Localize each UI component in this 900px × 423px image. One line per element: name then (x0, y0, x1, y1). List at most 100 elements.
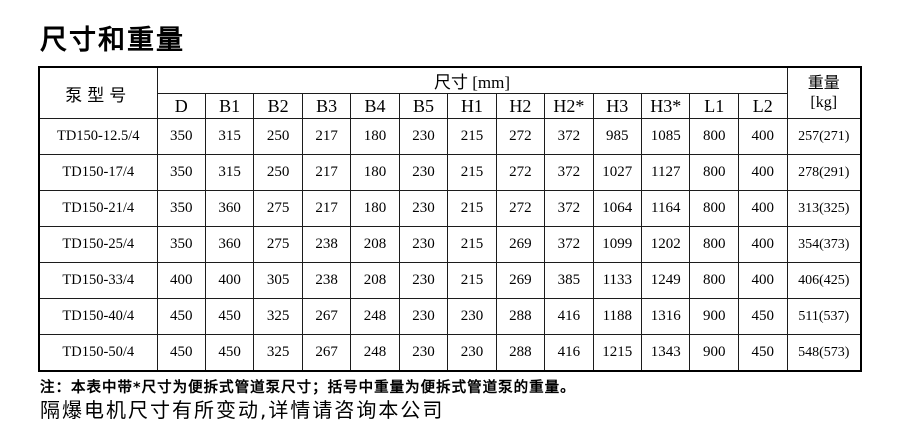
footnote-motor: 隔爆电机尺寸有所变动,详情请咨询本公司 (40, 398, 445, 422)
dim-value-cell: 416 (544, 298, 594, 335)
dim-column-header-h2s: H2* (544, 93, 594, 119)
dim-value-cell: 450 (737, 298, 788, 335)
dim-value-cell: 1064 (592, 190, 643, 227)
dim-value-cell: 1188 (592, 298, 643, 335)
dim-value-cell: 985 (592, 118, 643, 155)
dim-value-cell: 800 (689, 262, 739, 299)
dim-value-cell: 288 (495, 298, 546, 335)
dim-value-cell: 305 (253, 262, 303, 299)
dim-value-cell: 800 (689, 118, 739, 155)
weight-header-line1: 重量 (807, 74, 840, 92)
dim-value-cell: 400 (156, 262, 206, 299)
dim-value-cell: 450 (204, 334, 255, 372)
dim-value-cell: 230 (398, 226, 449, 263)
pump-model-cell: TD150-50/4 (38, 334, 158, 372)
dim-value-cell: 208 (350, 262, 400, 299)
dim-value-cell: 230 (398, 154, 449, 191)
dim-value-cell: 248 (350, 334, 400, 372)
dim-value-cell: 230 (398, 262, 449, 299)
dim-value-cell: 217 (301, 190, 352, 227)
table-row: TD150-50/4 450 450 325 267 248 230 230 2… (38, 334, 862, 372)
dim-value-cell: 372 (544, 118, 594, 155)
dim-value-cell: 350 (156, 118, 206, 155)
dim-value-cell: 400 (737, 118, 788, 155)
dim-value-cell: 900 (689, 298, 739, 335)
dim-value-cell: 400 (737, 190, 788, 227)
dim-value-cell: 288 (495, 334, 546, 372)
dim-value-cell: 269 (495, 226, 546, 263)
dim-value-cell: 215 (447, 154, 497, 191)
dim-value-cell: 267 (301, 334, 352, 372)
dim-value-cell: 267 (301, 298, 352, 335)
dim-value-cell: 800 (689, 154, 739, 191)
dim-value-cell: 900 (689, 334, 739, 372)
dim-value-cell: 800 (689, 226, 739, 263)
dim-value-cell: 350 (156, 226, 206, 263)
dim-value-cell: 215 (447, 226, 497, 263)
dim-value-cell: 315 (204, 118, 255, 155)
dim-value-cell: 275 (253, 226, 303, 263)
dim-value-cell: 230 (447, 334, 497, 372)
dim-value-cell: 217 (301, 118, 352, 155)
dim-value-cell: 217 (301, 154, 352, 191)
dim-value-cell: 250 (253, 154, 303, 191)
dim-value-cell: 372 (544, 154, 594, 191)
dim-value-cell: 230 (398, 118, 449, 155)
dim-value-cell: 180 (350, 118, 400, 155)
dim-value-cell: 269 (495, 262, 546, 299)
weight-cell: 257(271) (786, 118, 862, 155)
weight-cell: 278(291) (786, 154, 862, 191)
dim-value-cell: 250 (253, 118, 303, 155)
dim-value-cell: 400 (737, 154, 788, 191)
table-row: TD150-40/4 450 450 325 267 248 230 230 2… (38, 298, 862, 335)
dim-column-header-l2: L2 (737, 93, 788, 119)
dim-value-cell: 1316 (641, 298, 691, 335)
page-title: 尺寸和重量 (40, 25, 185, 56)
dim-value-cell: 325 (253, 334, 303, 372)
dim-value-cell: 272 (495, 154, 546, 191)
dim-column-header-h1: H1 (447, 93, 497, 119)
weight-cell: 406(425) (786, 262, 862, 299)
dim-value-cell: 180 (350, 190, 400, 227)
dim-value-cell: 180 (350, 154, 400, 191)
dim-value-cell: 350 (156, 154, 206, 191)
dim-value-cell: 272 (495, 190, 546, 227)
dim-value-cell: 1215 (592, 334, 643, 372)
dim-column-header-b2: B2 (253, 93, 303, 119)
table-row: TD150-25/4 350 360 275 238 208 230 215 2… (38, 226, 862, 263)
pump-model-cell: TD150-25/4 (38, 226, 158, 263)
dim-value-cell: 372 (544, 190, 594, 227)
dim-value-cell: 450 (156, 334, 206, 372)
dim-value-cell: 400 (204, 262, 255, 299)
dim-column-header-l1: L1 (689, 93, 739, 119)
table-row: TD150-17/4 350 315 250 217 180 230 215 2… (38, 154, 862, 191)
pump-model-cell: TD150-21/4 (38, 190, 158, 227)
dim-column-header-h3s: H3* (641, 93, 691, 119)
dim-value-cell: 272 (495, 118, 546, 155)
dim-column-header-b5: B5 (398, 93, 449, 119)
dim-value-cell: 1164 (641, 190, 691, 227)
table-row: TD150-12.5/4 350 315 250 217 180 230 215… (38, 118, 862, 155)
dim-value-cell: 1085 (641, 118, 691, 155)
weight-cell: 313(325) (786, 190, 862, 227)
dim-value-cell: 230 (398, 190, 449, 227)
dim-value-cell: 1249 (641, 262, 691, 299)
table-row: TD150-21/4 350 360 275 217 180 230 215 2… (38, 190, 862, 227)
dim-value-cell: 450 (204, 298, 255, 335)
dim-value-cell: 215 (447, 262, 497, 299)
dim-value-cell: 1127 (641, 154, 691, 191)
pump-model-cell: TD150-33/4 (38, 262, 158, 299)
dim-value-cell: 238 (301, 226, 352, 263)
pump-model-header: 泵型号 (38, 66, 158, 119)
dim-value-cell: 1133 (592, 262, 643, 299)
dim-column-header-b4: B4 (350, 93, 400, 119)
dim-value-cell: 360 (204, 190, 255, 227)
dim-value-cell: 1099 (592, 226, 643, 263)
pump-model-cell: TD150-40/4 (38, 298, 158, 335)
dim-value-cell: 385 (544, 262, 594, 299)
dim-value-cell: 315 (204, 154, 255, 191)
dim-value-cell: 325 (253, 298, 303, 335)
weight-header-line2: [kg] (810, 94, 838, 111)
dim-value-cell: 416 (544, 334, 594, 372)
